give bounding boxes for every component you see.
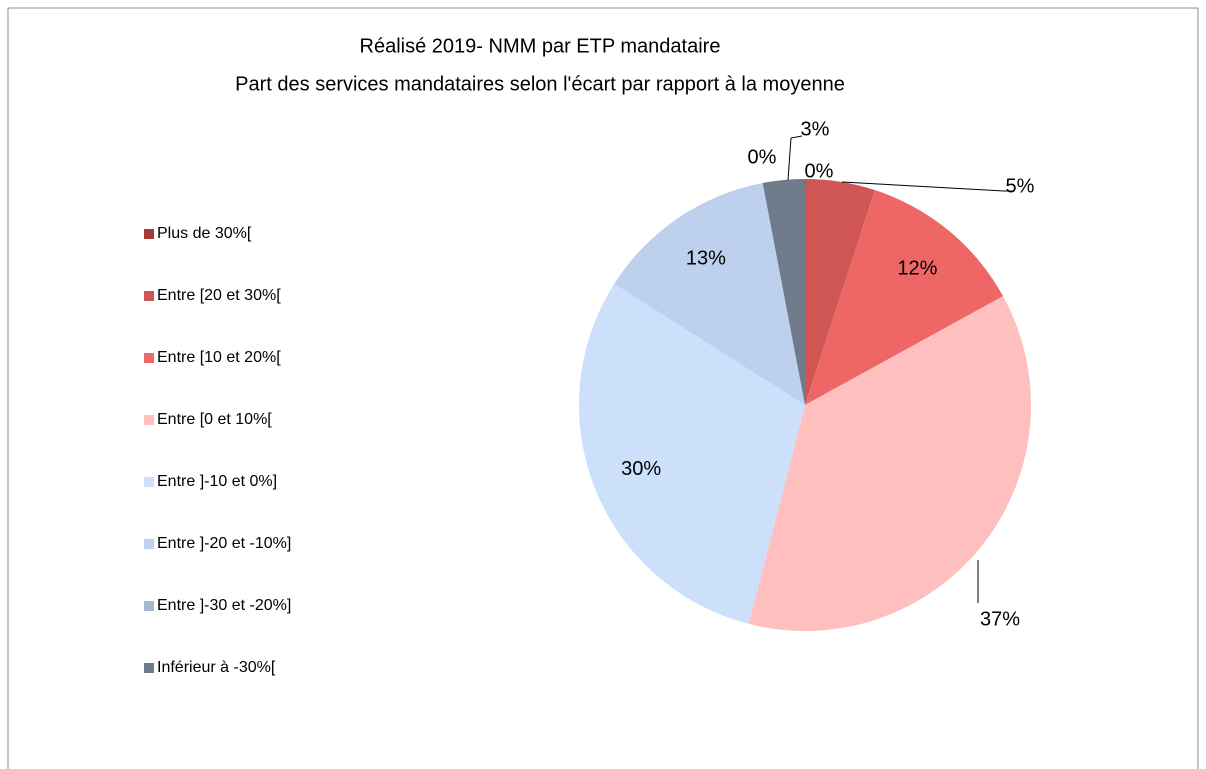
data-label: 3%: [801, 118, 830, 140]
data-label: 13%: [686, 247, 726, 269]
legend-swatch: [144, 477, 154, 487]
legend-swatch: [144, 539, 154, 549]
chart-subtitle: Part des services mandataires selon l'éc…: [235, 73, 845, 95]
legend-label: Entre [20 et 30%[: [157, 287, 281, 304]
data-label: 30%: [621, 458, 661, 480]
data-label: 0%: [748, 146, 777, 168]
data-label: 12%: [897, 257, 937, 279]
legend-swatch: [144, 229, 154, 239]
legend-label: Entre [10 et 20%[: [157, 349, 281, 366]
legend-label: Entre ]-30 et -20%]: [157, 597, 291, 614]
legend-swatch: [144, 601, 154, 611]
data-label: 37%: [980, 608, 1020, 630]
legend-label: Entre [0 et 10%[: [157, 411, 272, 428]
leader-line: [841, 181, 1012, 192]
legend-label: Entre ]-20 et -10%]: [157, 535, 291, 552]
chart-frame: [7, 7, 1199, 769]
data-label: 0%: [805, 160, 834, 182]
pie-slice: [762, 179, 805, 405]
pie-slice: [805, 179, 875, 405]
pie-slice: [614, 183, 805, 405]
legend-label: Inférieur à -30%[: [157, 659, 276, 676]
legend-swatch: [144, 291, 154, 301]
legend-label: Plus de 30%[: [157, 225, 252, 242]
legend-swatch: [144, 663, 154, 673]
pie-slice: [579, 283, 805, 624]
chart-title: Réalisé 2019- NMM par ETP mandataire: [360, 35, 721, 57]
leader-line: [787, 135, 803, 181]
pie-slice: [805, 190, 1004, 405]
data-label: 5%: [1006, 175, 1035, 197]
legend-swatch: [144, 415, 154, 425]
legend-swatch: [144, 353, 154, 363]
pie-slice: [748, 296, 1031, 631]
legend-label: Entre ]-10 et 0%]: [157, 473, 277, 490]
